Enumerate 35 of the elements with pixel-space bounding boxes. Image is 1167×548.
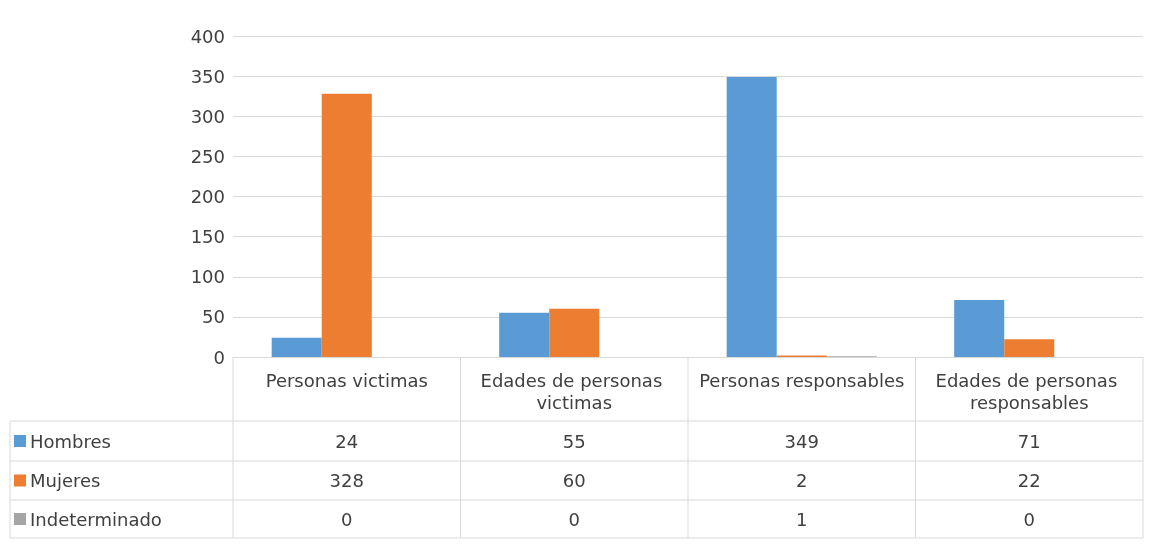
legend-label: Hombres: [30, 430, 111, 452]
x-tick-label: Edades de personas victimas: [480, 369, 668, 413]
x-tick-label: Edades de personas responsables: [935, 369, 1123, 413]
bar: [499, 312, 550, 357]
data-label: 0: [568, 508, 580, 530]
y-tick-label: 150: [190, 226, 225, 248]
bar: [726, 76, 777, 357]
data-label: 24: [335, 430, 359, 452]
data-label: 349: [784, 430, 819, 452]
x-tick-label: Personas responsables: [699, 369, 905, 391]
y-tick-label: 200: [190, 186, 225, 207]
data-label: 22: [1017, 470, 1041, 491]
y-tick-label: 0: [213, 346, 225, 368]
x-tick-label: Personas victimas: [265, 369, 428, 391]
y-tick-label: 50: [202, 306, 225, 328]
data-label: 0: [341, 508, 353, 530]
bar: [321, 93, 372, 357]
y-tick-label: 250: [190, 145, 225, 167]
y-tick-label: 100: [190, 266, 225, 288]
bar: [954, 300, 1005, 357]
data-label: 1: [796, 508, 808, 530]
legend-label: Indeterminado: [30, 508, 162, 530]
y-tick-label: 400: [190, 25, 225, 47]
data-label: 55: [562, 430, 586, 452]
data-label: 60: [562, 470, 586, 491]
data-label: 71: [1017, 430, 1041, 452]
bar: [549, 308, 600, 357]
y-tick-label: 350: [190, 65, 225, 87]
bar: [271, 337, 322, 357]
legend-label: Mujeres: [30, 470, 101, 491]
y-tick-label: 300: [190, 105, 225, 127]
data-label: 0: [1023, 508, 1035, 530]
data-label: 328: [329, 470, 364, 491]
data-label: 2: [796, 470, 808, 491]
bar: [1004, 339, 1055, 357]
